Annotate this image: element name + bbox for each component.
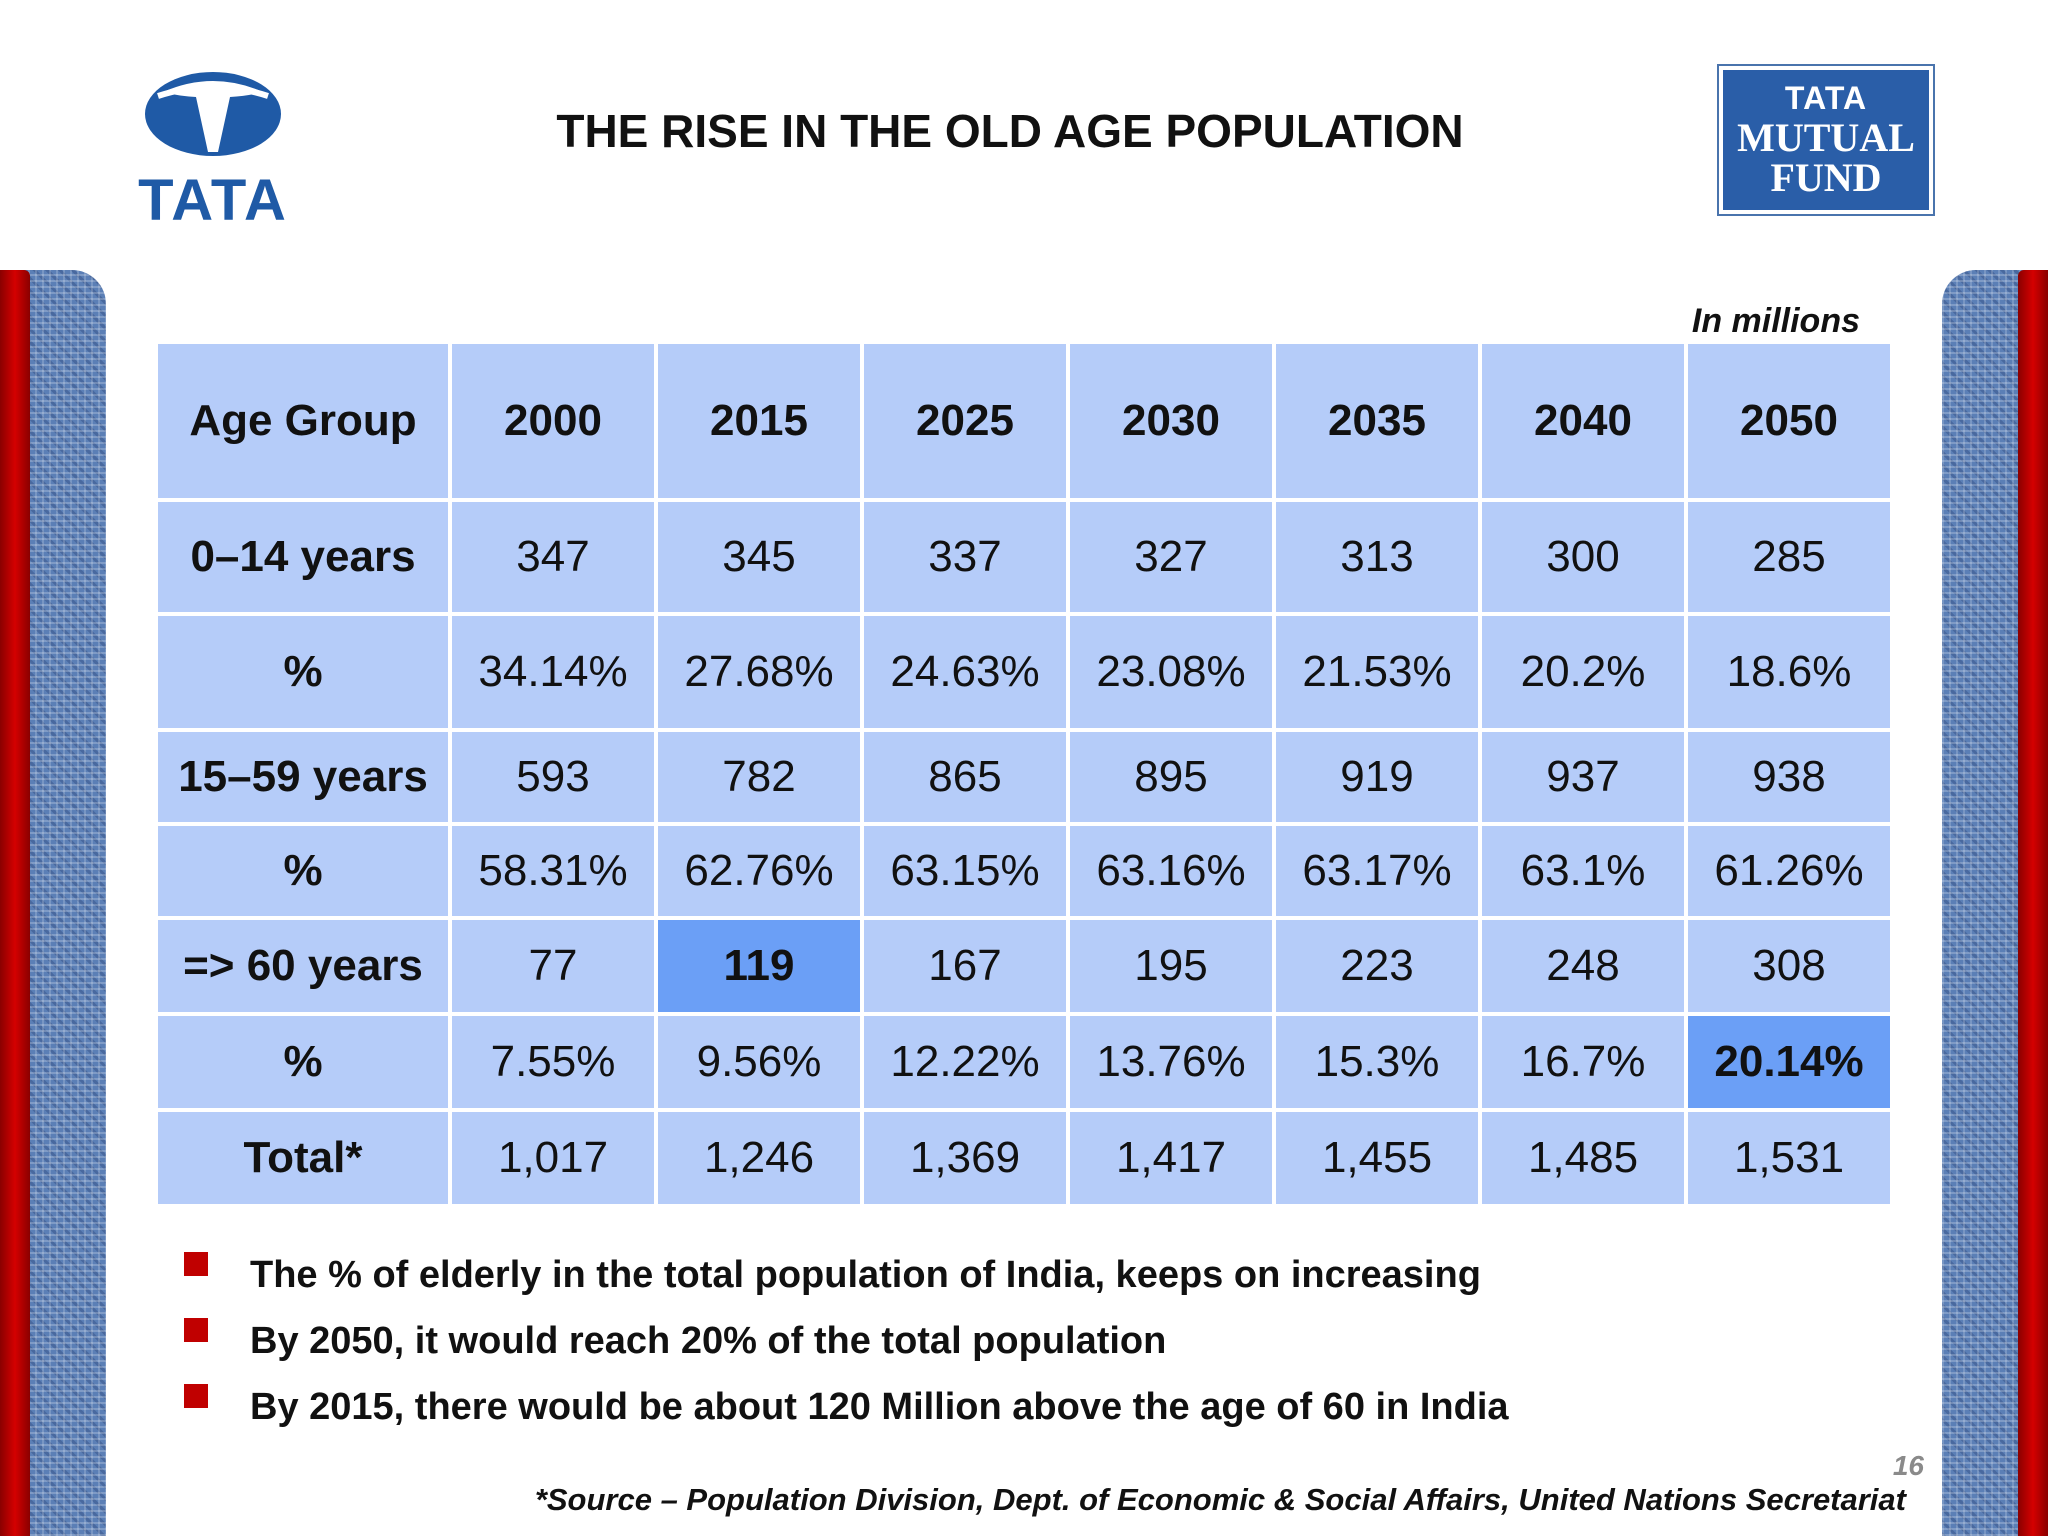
red-square-bullet-icon xyxy=(184,1252,208,1276)
row-label: % xyxy=(154,822,452,920)
bullet-item: By 2050, it would reach 20% of the total… xyxy=(180,1308,1509,1374)
table-cell: 1,417 xyxy=(1066,1108,1276,1208)
red-square-bullet-icon xyxy=(184,1318,208,1342)
fund-logo-line2: MUTUAL xyxy=(1737,115,1915,160)
table-cell: 34.14% xyxy=(448,612,658,732)
header-cell-2025: 2025 xyxy=(860,340,1070,502)
header-cell-2030: 2030 xyxy=(1066,340,1276,502)
table-row: % 7.55% 9.56% 12.22% 13.76% 15.3% 16.7% … xyxy=(154,1012,1894,1112)
fund-logo-line1: TATA xyxy=(1784,80,1868,116)
tata-mutual-fund-logo: TATA MUTUAL FUND xyxy=(1717,64,1935,216)
table-row: 15–59 years 593 782 865 895 919 937 938 xyxy=(154,728,1894,826)
table-cell: 15.3% xyxy=(1272,1012,1482,1112)
unit-note: In millions xyxy=(1691,302,1860,340)
table-cell: 782 xyxy=(654,728,864,826)
highlighted-cell-2050-elderly-percent: 20.14% xyxy=(1684,1012,1894,1112)
table-cell: 345 xyxy=(654,498,864,616)
table-cell: 12.22% xyxy=(860,1012,1070,1112)
table-cell: 63.16% xyxy=(1066,822,1276,920)
row-label: => 60 years xyxy=(154,916,452,1016)
table-cell: 327 xyxy=(1066,498,1276,616)
table-cell: 1,017 xyxy=(448,1108,658,1208)
table-cell: 63.15% xyxy=(860,822,1070,920)
page-number: 16 xyxy=(1892,1450,1924,1481)
table-cell: 9.56% xyxy=(654,1012,864,1112)
table-cell: 77 xyxy=(448,916,658,1016)
table-cell: 895 xyxy=(1066,728,1276,826)
row-label: Total* xyxy=(154,1108,452,1208)
table-cell: 18.6% xyxy=(1684,612,1894,732)
table-cell: 21.53% xyxy=(1272,612,1482,732)
table-cell: 300 xyxy=(1478,498,1688,616)
header-cell-2015: 2015 xyxy=(654,340,864,502)
header-cell-2040: 2040 xyxy=(1478,340,1688,502)
red-square-bullet-icon xyxy=(184,1384,208,1408)
table-cell: 27.68% xyxy=(654,612,864,732)
table-cell: 195 xyxy=(1066,916,1276,1016)
row-label: 15–59 years xyxy=(154,728,452,826)
tata-wordmark: TATA xyxy=(138,168,288,233)
tata-logo: TATA xyxy=(118,66,308,230)
table-cell: 593 xyxy=(448,728,658,826)
right-decorative-panel xyxy=(1942,270,2048,1536)
row-label: % xyxy=(154,612,452,732)
table-cell: 1,531 xyxy=(1684,1108,1894,1208)
highlighted-cell-2015-elderly: 119 xyxy=(654,916,864,1016)
bullet-list: The % of elderly in the total population… xyxy=(180,1242,1509,1440)
table-cell: 63.1% xyxy=(1478,822,1688,920)
table-cell: 13.76% xyxy=(1066,1012,1276,1112)
population-table: Age Group 2000 2015 2025 2030 2035 2040 … xyxy=(154,340,1894,1208)
fund-logo-line3: FUND xyxy=(1770,155,1882,200)
table-cell: 1,455 xyxy=(1272,1108,1482,1208)
header-cell-age-group: Age Group xyxy=(154,340,452,502)
page-title: THE RISE IN THE OLD AGE POPULATION xyxy=(556,105,1464,157)
row-label: % xyxy=(154,1012,452,1112)
table-cell: 63.17% xyxy=(1272,822,1482,920)
table-cell: 62.76% xyxy=(654,822,864,920)
header-cell-2035: 2035 xyxy=(1272,340,1482,502)
table-cell: 1,246 xyxy=(654,1108,864,1208)
table-cell: 20.2% xyxy=(1478,612,1688,732)
table-cell: 285 xyxy=(1684,498,1894,616)
table-cell: 937 xyxy=(1478,728,1688,826)
bullet-text: By 2050, it would reach 20% of the total… xyxy=(250,1320,1167,1362)
tata-emblem-icon xyxy=(145,72,281,156)
bullet-item: The % of elderly in the total population… xyxy=(180,1242,1509,1308)
left-red-stripe xyxy=(0,270,30,1536)
left-decorative-panel xyxy=(0,270,106,1536)
table-cell: 308 xyxy=(1684,916,1894,1016)
table-cell: 167 xyxy=(860,916,1070,1016)
table-cell: 7.55% xyxy=(448,1012,658,1112)
table-cell: 58.31% xyxy=(448,822,658,920)
table-cell: 1,485 xyxy=(1478,1108,1688,1208)
table-header-row: Age Group 2000 2015 2025 2030 2035 2040 … xyxy=(154,340,1894,502)
table-cell: 24.63% xyxy=(860,612,1070,732)
right-red-stripe xyxy=(2018,270,2048,1536)
table-row: 0–14 years 347 345 337 327 313 300 285 xyxy=(154,498,1894,616)
header-cell-2050: 2050 xyxy=(1684,340,1894,502)
table-cell: 865 xyxy=(860,728,1070,826)
table-cell: 1,369 xyxy=(860,1108,1070,1208)
table-cell: 248 xyxy=(1478,916,1688,1016)
table-cell: 337 xyxy=(860,498,1070,616)
bullet-text: The % of elderly in the total population… xyxy=(250,1254,1481,1296)
table-cell: 16.7% xyxy=(1478,1012,1688,1112)
table-row: % 34.14% 27.68% 24.63% 23.08% 21.53% 20.… xyxy=(154,612,1894,732)
table-cell: 938 xyxy=(1684,728,1894,826)
source-note: *Source – Population Division, Dept. of … xyxy=(534,1482,1906,1517)
table-row: Total* 1,017 1,246 1,369 1,417 1,455 1,4… xyxy=(154,1108,1894,1208)
row-label: 0–14 years xyxy=(154,498,452,616)
table-cell: 61.26% xyxy=(1684,822,1894,920)
bullet-item: By 2015, there would be about 120 Millio… xyxy=(180,1374,1509,1440)
table-row: => 60 years 77 119 167 195 223 248 308 xyxy=(154,916,1894,1016)
header-cell-2000: 2000 xyxy=(448,340,658,502)
bullet-text: By 2015, there would be about 120 Millio… xyxy=(250,1386,1509,1428)
table-cell: 919 xyxy=(1272,728,1482,826)
table-cell: 23.08% xyxy=(1066,612,1276,732)
table-cell: 313 xyxy=(1272,498,1482,616)
table-row: % 58.31% 62.76% 63.15% 63.16% 63.17% 63.… xyxy=(154,822,1894,920)
table-cell: 223 xyxy=(1272,916,1482,1016)
table-cell: 347 xyxy=(448,498,658,616)
